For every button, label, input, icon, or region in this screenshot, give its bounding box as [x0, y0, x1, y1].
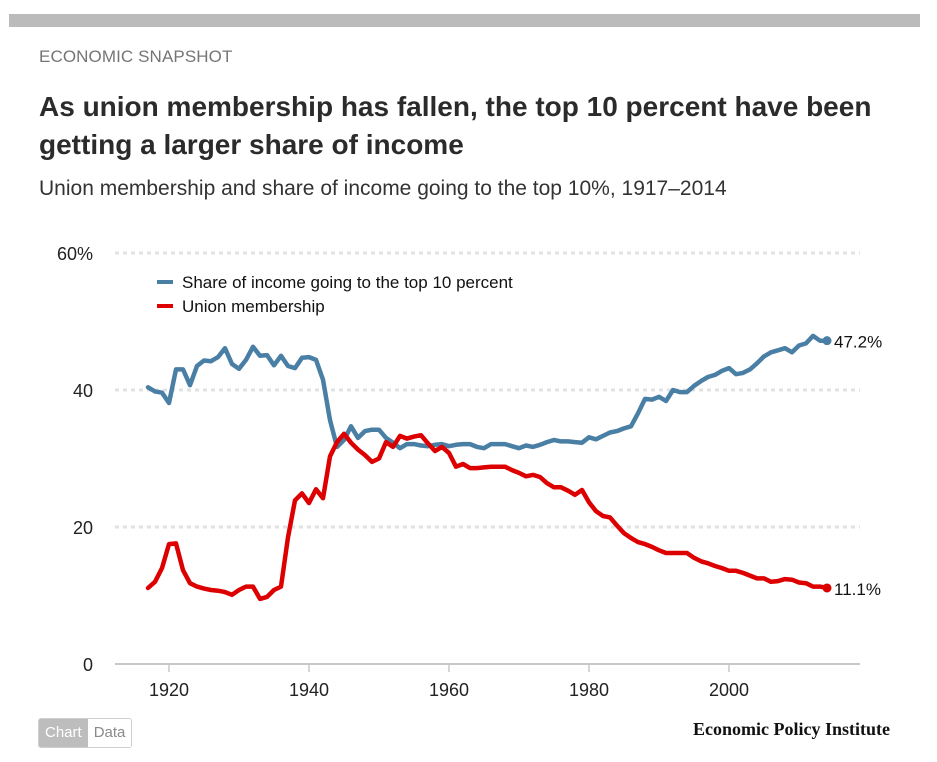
series-end-label-1: 11.1% — [834, 580, 881, 599]
y-tick-label: 20 — [73, 518, 93, 538]
data-view-button[interactable]: Data — [87, 719, 132, 747]
y-axis-ticks: 0 20 40 60% — [57, 244, 93, 675]
chart-view-button[interactable]: Chart — [39, 719, 88, 747]
y-tick-label: 0 — [83, 655, 93, 675]
x-tick-label: 1960 — [429, 680, 469, 700]
series-end-point-1 — [822, 583, 832, 593]
legend: Share of income going to the top 10 perc… — [157, 273, 513, 316]
x-tick-label: 2000 — [709, 680, 749, 700]
kicker-label: ECONOMIC SNAPSHOT — [39, 47, 233, 66]
series-lines: 47.2% 11.1% — [145, 333, 882, 602]
x-tick-label: 1920 — [149, 680, 189, 700]
legend-label-1: Union membership — [182, 297, 325, 316]
gridlines — [115, 251, 860, 665]
view-toggle: Chart Data — [38, 718, 133, 748]
chart-subtitle: Union membership and share of income goi… — [39, 177, 727, 200]
series-end-point-0 — [822, 336, 832, 346]
series-line-1 — [145, 431, 830, 602]
x-tick-label: 1980 — [569, 680, 609, 700]
series-end-label-0: 47.2% — [834, 333, 882, 352]
y-tick-label: 40 — [73, 381, 93, 401]
y-tick-label: 60% — [57, 244, 93, 264]
chart-title: As union membership has fallen, the top … — [39, 91, 872, 160]
x-axis: 1920 1940 1960 1980 2000 — [149, 664, 749, 700]
top-accent-bar — [9, 14, 920, 27]
series-line-0 — [145, 333, 830, 451]
legend-label-0: Share of income going to the top 10 perc… — [182, 273, 513, 292]
epi-logo-text: Economic Policy Institute — [693, 719, 890, 739]
x-tick-label: 1940 — [289, 680, 329, 700]
